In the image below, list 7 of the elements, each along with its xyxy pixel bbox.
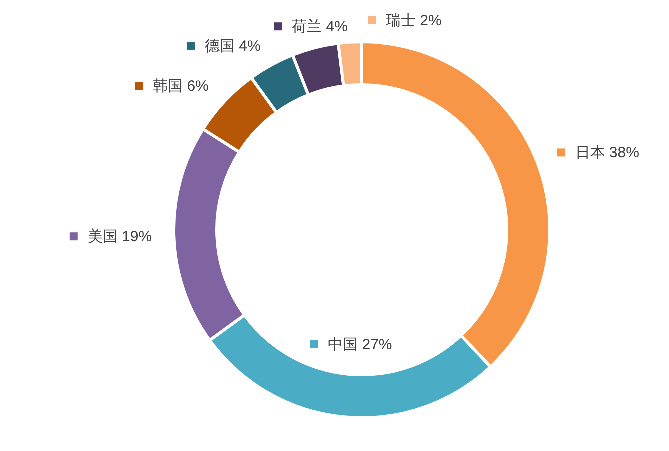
legend-label: 日本 38% bbox=[575, 144, 640, 162]
legend-label: 中国 27% bbox=[328, 336, 392, 354]
legend-label: 德国 4% bbox=[204, 38, 261, 55]
legend-label: 荷兰 4% bbox=[292, 18, 348, 36]
legend-label: 美国 19% bbox=[88, 228, 152, 246]
legend-label: 韩国 6% bbox=[153, 78, 209, 96]
legend-label: 瑞士 2% bbox=[386, 12, 442, 30]
